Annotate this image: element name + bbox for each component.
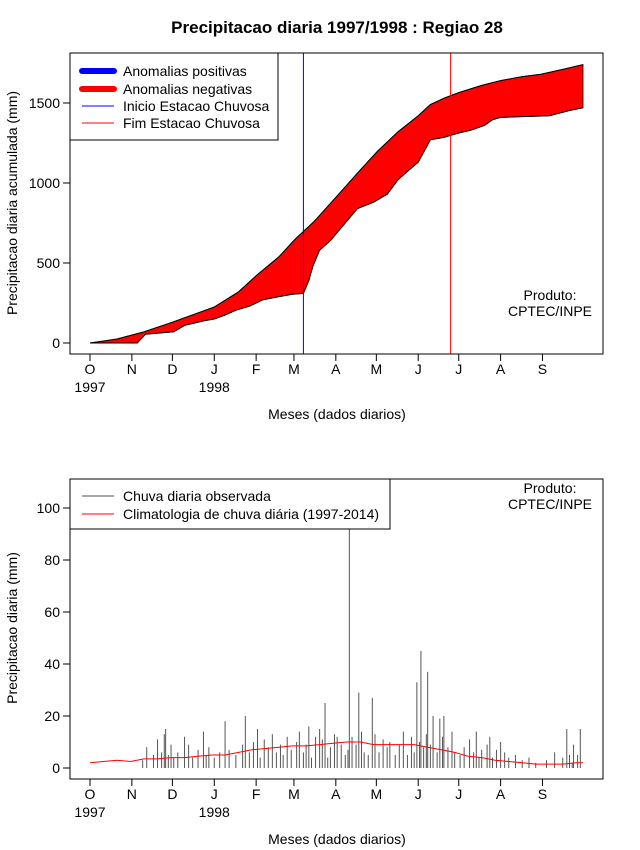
- climatology-daily-line: [89, 741, 583, 765]
- chart-title: Precipitacao diaria 1997/1998 : Regiao 2…: [171, 18, 503, 37]
- x-year-label: 1997: [74, 379, 105, 395]
- bottom-y-axis-label: Precipitacao diaria (mm): [4, 552, 20, 704]
- y-tick-label: 500: [37, 255, 61, 271]
- x-tick-label: O: [85, 786, 96, 802]
- bottom-legend: Chuva diaria observada Climatologia de c…: [69, 478, 391, 530]
- daily-precipitation-panel: Meses (dados diarios) Precipitacao diari…: [4, 478, 604, 847]
- bottom-x-axis-label: Meses (dados diarios): [268, 831, 406, 847]
- x-tick-label: J: [415, 786, 422, 802]
- x-tick-label: J: [415, 361, 422, 377]
- y-tick-label: 0: [52, 335, 60, 351]
- top-annotation-cptec: CPTEC/INPE: [508, 303, 592, 319]
- x-year-label: 1998: [199, 804, 230, 820]
- x-tick-label: M: [288, 361, 300, 377]
- x-tick-label: J: [211, 361, 218, 377]
- legend-label-anomalias-negativas: Anomalias negativas: [123, 81, 252, 97]
- x-tick-label: J: [211, 786, 218, 802]
- x-year-label: 1997: [74, 804, 105, 820]
- x-tick-label: N: [127, 361, 137, 377]
- bottom-plot-area: O N D J F M A M J J A S 1997 1998 0 20 40 60 80 100: [37, 500, 583, 820]
- accumulated-precipitation-panel: Precipitacao diaria 1997/1998 : Regiao 2…: [4, 18, 604, 422]
- x-tick-label: O: [85, 361, 96, 377]
- bottom-annotation-produto: Produto:: [524, 480, 577, 496]
- x-tick-label: M: [371, 361, 383, 377]
- x-tick-label: A: [496, 361, 506, 377]
- top-legend: Anomalias positivas Anomalias negativas …: [69, 52, 279, 141]
- y-tick-label: 80: [44, 552, 60, 568]
- x-tick-label: M: [288, 786, 300, 802]
- y-tick-label: 60: [44, 604, 60, 620]
- top-x-axis-label: Meses (dados diarios): [268, 406, 406, 422]
- top-plot-frame: [69, 52, 604, 355]
- y-tick-label: 1500: [29, 95, 60, 111]
- legend-label-climatologia: Climatologia de chuva diária (1997-2014): [123, 506, 379, 522]
- y-tick-label: 0: [52, 760, 60, 776]
- x-tick-label: D: [167, 361, 177, 377]
- x-tick-label: A: [331, 361, 341, 377]
- x-tick-label: J: [455, 361, 462, 377]
- x-year-label: 1998: [199, 379, 230, 395]
- legend-label-anomalias-positivas: Anomalias positivas: [123, 63, 247, 79]
- x-tick-label: N: [127, 786, 137, 802]
- x-tick-label: J: [455, 786, 462, 802]
- top-y-axis-label: Precipitacao diaria acumulada (mm): [4, 91, 20, 315]
- bottom-legend-box: [69, 478, 391, 530]
- x-tick-label: A: [331, 786, 341, 802]
- x-tick-label: F: [252, 361, 261, 377]
- y-tick-label: 100: [37, 500, 61, 516]
- x-tick-label: M: [371, 786, 383, 802]
- top-legend-box: [69, 52, 279, 141]
- legend-label-fim-estacao: Fim Estacao Chuvosa: [123, 115, 260, 131]
- legend-label-chuva-observada: Chuva diaria observada: [123, 488, 271, 504]
- observed-cumulative-line: [90, 107, 584, 344]
- x-tick-label: S: [538, 786, 547, 802]
- y-tick-label: 1000: [29, 175, 60, 191]
- x-tick-label: D: [167, 786, 177, 802]
- x-tick-label: S: [538, 361, 547, 377]
- bottom-annotation-cptec: CPTEC/INPE: [508, 496, 592, 512]
- y-tick-label: 20: [44, 708, 60, 724]
- top-annotation-produto: Produto:: [524, 287, 577, 303]
- x-tick-label: A: [496, 786, 506, 802]
- y-tick-label: 40: [44, 656, 60, 672]
- climatology-cumulative-line: [89, 64, 584, 344]
- legend-label-inicio-estacao: Inicio Estacao Chuvosa: [123, 98, 270, 114]
- x-tick-label: F: [252, 786, 261, 802]
